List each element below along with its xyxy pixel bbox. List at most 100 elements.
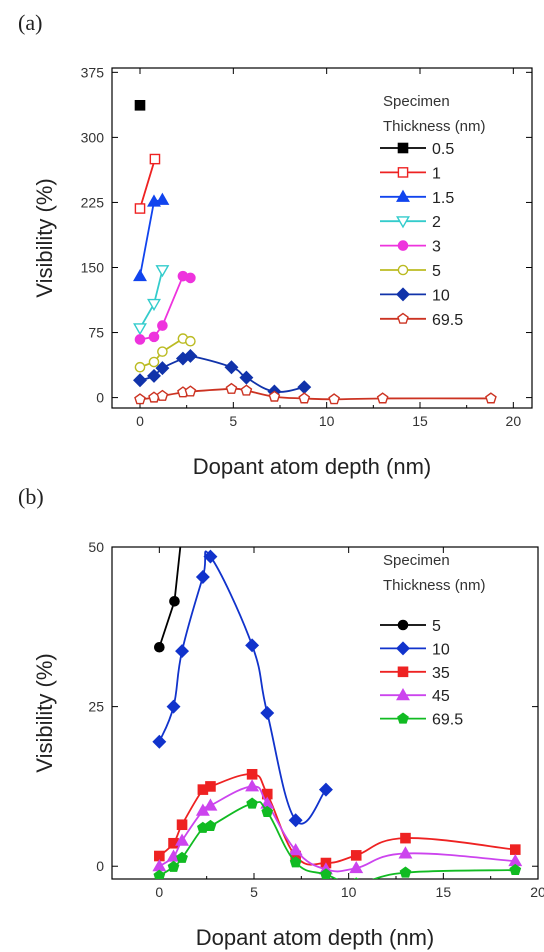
data-point [148,356,160,368]
legend-marker [397,142,409,154]
legend-title: Specimen [383,93,450,110]
series-2 [133,265,170,336]
data-point [239,370,254,385]
series-3 [134,270,196,345]
x-tick-label: 0 [136,413,144,429]
data-point [154,641,165,653]
x-axis-title: Dopant atom depth (nm) [193,454,431,479]
legend-label: 35 [432,665,450,682]
data-point [157,320,168,331]
data-point [148,331,160,343]
y-tick-label: 150 [81,259,105,275]
legend: Specimen Thickness (nm) 0.5 1 1.5 2 3 5 10 69.5 [380,93,486,329]
data-point [246,768,258,780]
legend-label: 2 [432,214,441,231]
series-5 [154,547,182,653]
legend-label: 3 [432,239,441,256]
y-tick-label: 50 [88,539,104,555]
data-point [147,298,161,312]
panel-label: (b) [18,484,44,509]
data-point [400,832,411,844]
data-point [133,269,147,282]
data-point [175,833,190,846]
legend-marker [397,264,409,276]
legend-title: Thickness (nm) [383,577,486,594]
data-point [185,335,196,347]
data-point [152,734,167,749]
data-point [134,393,146,405]
legend-label: 1.5 [432,190,454,207]
data-point [245,638,260,653]
y-tick-label: 375 [81,64,105,80]
series-line [158,547,182,648]
data-point [134,361,146,373]
legend-label: 69.5 [432,712,463,729]
data-point [176,819,188,831]
y-axis-title: Visibility (%) [32,178,57,297]
legend-marker [396,688,410,701]
legend: Specimen Thickness (nm) 5 10 35 45 69.5 [380,552,486,729]
y-tick-label: 75 [88,325,104,341]
x-tick-label: 10 [341,884,357,900]
data-point [224,360,239,375]
series-line [158,550,327,825]
data-point [156,389,169,401]
y-tick-label: 0 [96,858,104,874]
series-10 [133,348,312,399]
series-5 [134,333,196,373]
series-69.5 [153,797,522,879]
data-point [288,843,303,856]
x-tick-label: 5 [250,884,258,900]
x-tick-label: 10 [319,413,335,429]
legend-label: 45 [432,688,450,705]
data-point [298,392,311,404]
data-point [147,368,161,383]
data-point [297,380,312,395]
data-point [185,272,196,284]
legend-marker [397,619,409,631]
data-point [398,846,413,859]
x-tick-label: 15 [412,413,428,429]
legend-marker [397,666,409,678]
data-point [328,393,340,405]
data-point [153,869,166,879]
series-10 [152,549,333,828]
y-tick-label: 300 [81,129,105,145]
legend-label: 10 [432,287,450,304]
data-point [205,781,216,792]
x-tick-label: 20 [530,884,544,900]
series-1.5 [133,192,170,282]
data-point [376,392,389,404]
series-35 [154,768,521,869]
plot-frame [111,67,533,409]
legend-label: 5 [432,263,441,280]
data-point [318,782,333,797]
series-line [139,354,305,393]
data-point [134,334,146,345]
series-1 [134,153,161,214]
data-point [169,595,180,607]
legend-marker [396,216,410,229]
data-point [133,323,147,336]
data-point [268,390,281,402]
x-tick-label: 5 [229,413,237,429]
data-point [166,699,181,714]
y-tick-label: 225 [81,194,105,210]
legend-label: 1 [432,165,441,182]
data-point [155,192,170,205]
x-tick-label: 20 [506,413,522,429]
data-point [245,779,260,792]
data-point [157,346,168,357]
legend-marker [396,189,410,202]
data-point [155,265,170,278]
data-point [288,813,303,828]
data-point [320,868,332,879]
data-point [349,860,364,874]
x-tick-label: 0 [155,884,163,900]
legend-marker [397,312,409,324]
data-point [203,798,218,811]
series-0.5 [134,99,146,111]
data-point [176,851,188,863]
